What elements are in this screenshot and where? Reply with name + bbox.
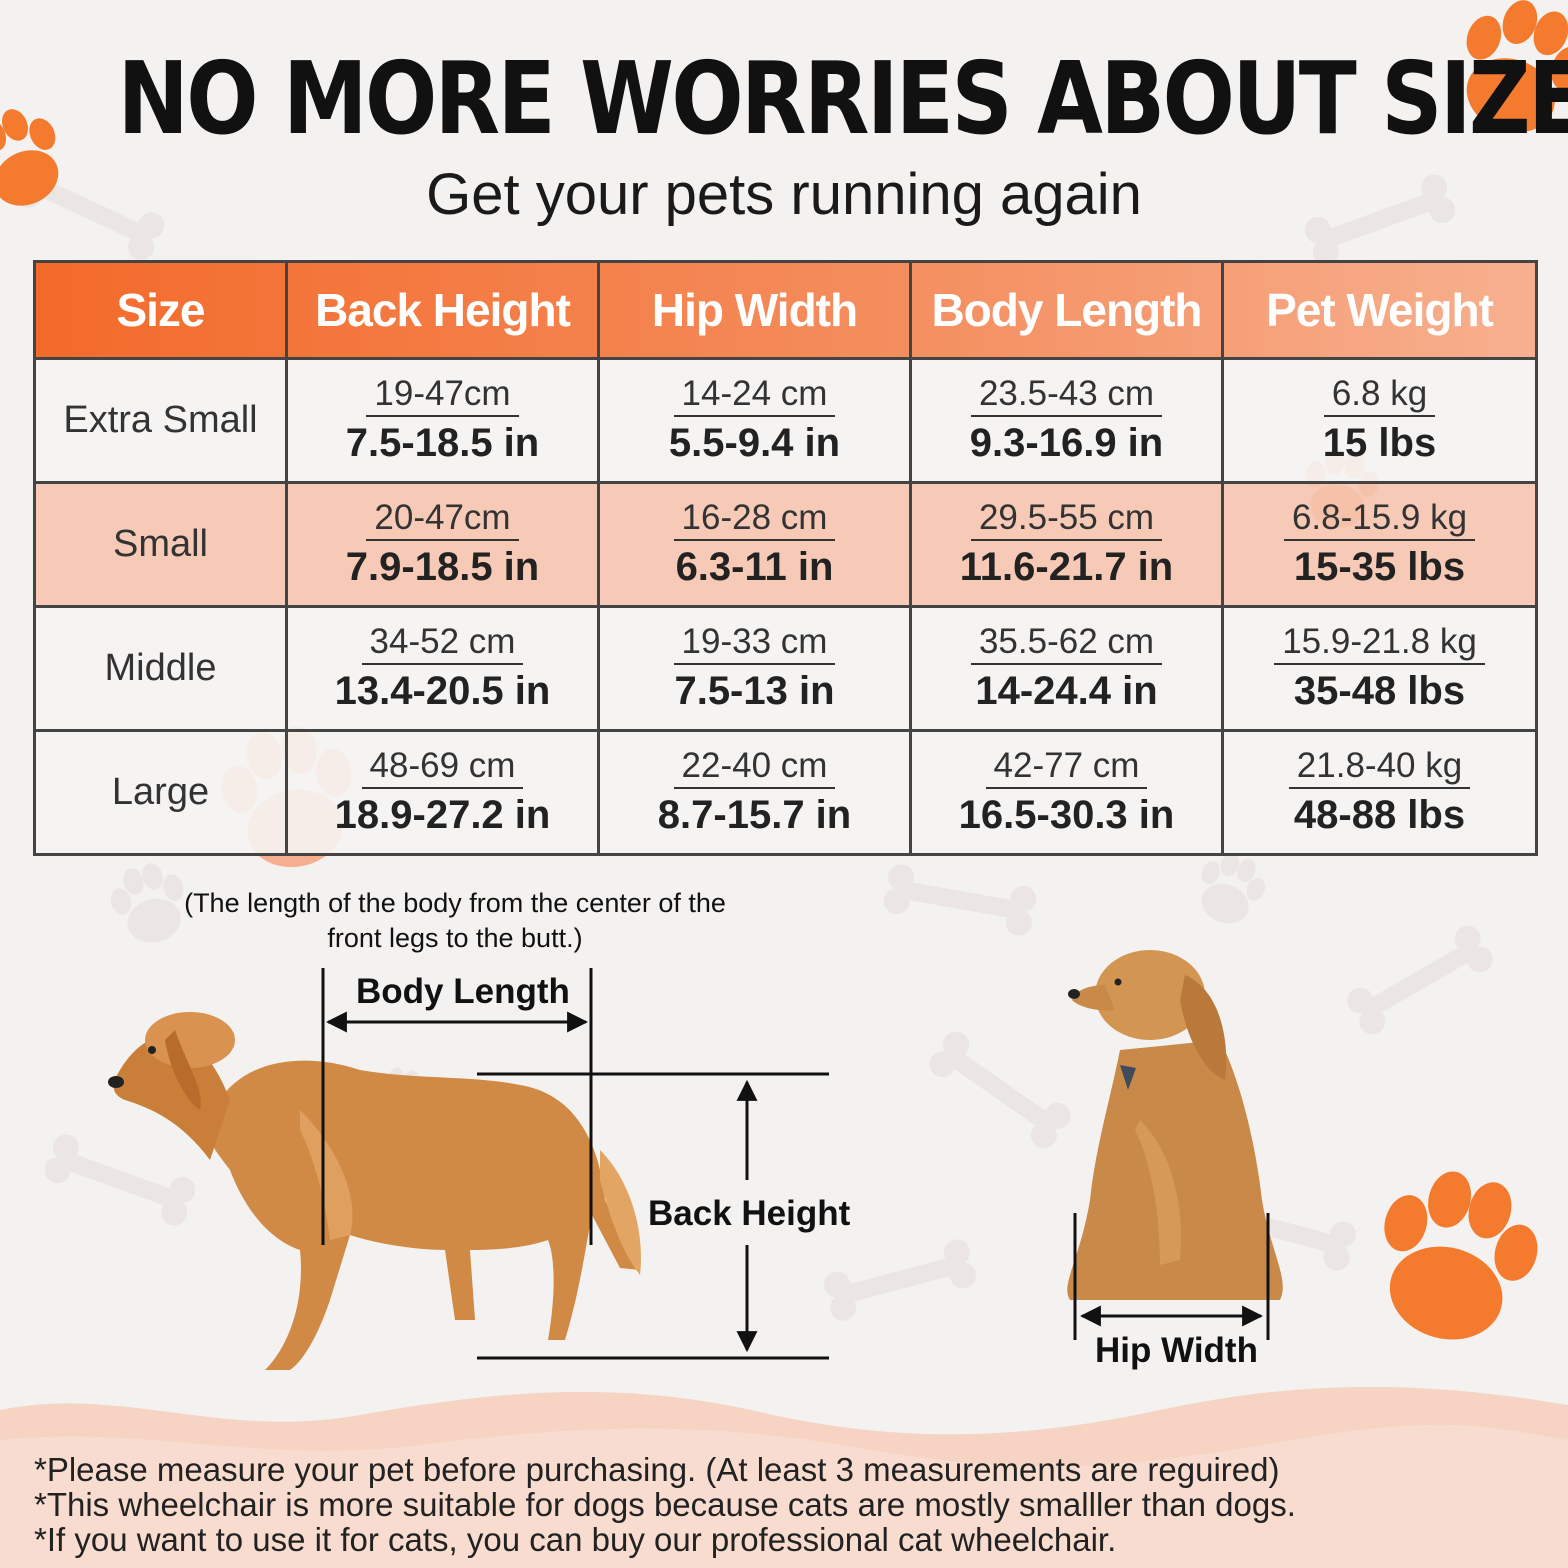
table-row: Large 48-69 cm 18.9-27.2 in 22-40 cm 8.7-1…	[33, 729, 1538, 856]
table-row: Middle 34-52 cm 13.4-20.5 in 19-33 cm 7.5-…	[33, 605, 1538, 732]
size-cell: Middle	[33, 605, 288, 732]
metric-value: 48-69 cm	[361, 745, 524, 789]
sitting-dog-illustration	[1067, 950, 1283, 1300]
metric-value: 35.5-62 cm	[970, 621, 1163, 665]
footer-note: *Please measure your pet before purchasi…	[34, 1451, 1280, 1488]
imperial-value: 8.7-15.7 in	[657, 792, 852, 837]
imperial-value: 14-24.4 in	[975, 668, 1158, 713]
hip-width-cell: 22-40 cm 8.7-15.7 in	[597, 729, 912, 856]
back-height-label: Back Height	[648, 1194, 851, 1233]
size-cell: Extra Small	[33, 357, 288, 484]
body-length-cell: 29.5-55 cm 11.6-21.7 in	[909, 481, 1224, 608]
metric-value: 6.8 kg	[1323, 373, 1436, 417]
imperial-value: 13.4-20.5 in	[334, 668, 551, 713]
metric-value: 22-40 cm	[673, 745, 836, 789]
page-subtitle: Get your pets running again	[426, 162, 1142, 227]
hip-width-cell: 19-33 cm 7.5-13 in	[597, 605, 912, 732]
table-row: Extra Small 19-47cm 7.5-18.5 in 14-24 cm 5…	[33, 357, 1538, 484]
imperial-value: 9.3-16.9 in	[969, 420, 1164, 465]
metric-value: 20-47cm	[366, 497, 519, 541]
size-chart-table: Size Back Height Hip Width Body Length P…	[33, 260, 1538, 856]
imperial-value: 7.5-18.5 in	[345, 420, 540, 465]
header-hip-width: Hip Width	[597, 260, 912, 360]
imperial-value: 7.9-18.5 in	[345, 544, 540, 589]
size-name: Large	[111, 771, 210, 813]
size-name: Small	[112, 523, 209, 565]
imperial-value: 18.9-27.2 in	[334, 792, 551, 837]
table-row: Small 20-47cm 7.9-18.5 in 16-28 cm 6.3-11 …	[33, 481, 1538, 608]
imperial-value: 5.5-9.4 in	[668, 420, 841, 465]
body-length-cell: 23.5-43 cm 9.3-16.9 in	[909, 357, 1224, 484]
size-name: Extra Small	[63, 399, 258, 441]
pet-weight-cell: 21.8-40 kg 48-88 lbs	[1221, 729, 1538, 856]
imperial-value: 15-35 lbs	[1293, 544, 1466, 589]
hip-width-cell: 16-28 cm 6.3-11 in	[597, 481, 912, 608]
header-pet-weight: Pet Weight	[1221, 260, 1538, 360]
pet-weight-cell: 6.8 kg 15 lbs	[1221, 357, 1538, 484]
hip-width-label: Hip Width	[1095, 1331, 1258, 1370]
metric-value: 14-24 cm	[673, 373, 836, 417]
body-length-cell: 35.5-62 cm 14-24.4 in	[909, 605, 1224, 732]
size-cell: Large	[33, 729, 288, 856]
metric-value: 29.5-55 cm	[970, 497, 1163, 541]
header-body-length: Body Length	[909, 260, 1224, 360]
metric-value: 16-28 cm	[673, 497, 836, 541]
imperial-value: 48-88 lbs	[1293, 792, 1466, 837]
back-height-cell: 48-69 cm 18.9-27.2 in	[285, 729, 600, 856]
body-length-cell: 42-77 cm 16.5-30.3 in	[909, 729, 1224, 856]
size-name: Middle	[104, 647, 217, 689]
metric-value: 34-52 cm	[361, 621, 524, 665]
body-length-label: Body Length	[356, 972, 570, 1011]
metric-value: 19-33 cm	[673, 621, 836, 665]
metric-value: 21.8-40 kg	[1288, 745, 1471, 789]
header-back-height: Back Height	[285, 260, 600, 360]
footer-note: *This wheelchair is more suitable for do…	[34, 1486, 1296, 1523]
metric-value: 19-47cm	[366, 373, 519, 417]
pet-weight-cell: 6.8-15.9 kg 15-35 lbs	[1221, 481, 1538, 608]
size-cell: Small	[33, 481, 288, 608]
table-header-row: Size Back Height Hip Width Body Length P…	[33, 260, 1538, 360]
hip-width-cell: 14-24 cm 5.5-9.4 in	[597, 357, 912, 484]
page-title: NO MORE WORRIES ABOUT SIZE	[117, 40, 1568, 157]
standing-dog-illustration	[108, 1012, 641, 1370]
imperial-value: 7.5-13 in	[674, 668, 835, 713]
imperial-value: 15 lbs	[1322, 420, 1437, 465]
metric-value: 42-77 cm	[985, 745, 1148, 789]
back-height-cell: 34-52 cm 13.4-20.5 in	[285, 605, 600, 732]
metric-value: 23.5-43 cm	[970, 373, 1163, 417]
imperial-value: 35-48 lbs	[1293, 668, 1466, 713]
header-size: Size	[33, 260, 288, 360]
imperial-value: 11.6-21.7 in	[959, 544, 1174, 589]
footer-notes: *Please measure your pet before purchasi…	[34, 1452, 1534, 1557]
back-height-cell: 20-47cm 7.9-18.5 in	[285, 481, 600, 608]
metric-value: 15.9-21.8 kg	[1274, 621, 1485, 665]
imperial-value: 16.5-30.3 in	[958, 792, 1175, 837]
footer-note: *If you want to use it for cats, you can…	[34, 1521, 1117, 1558]
back-height-cell: 19-47cm 7.5-18.5 in	[285, 357, 600, 484]
imperial-value: 6.3-11 in	[675, 544, 834, 589]
metric-value: 6.8-15.9 kg	[1283, 497, 1476, 541]
body-length-note: (The length of the body from the center …	[184, 888, 726, 953]
pet-weight-cell: 15.9-21.8 kg 35-48 lbs	[1221, 605, 1538, 732]
